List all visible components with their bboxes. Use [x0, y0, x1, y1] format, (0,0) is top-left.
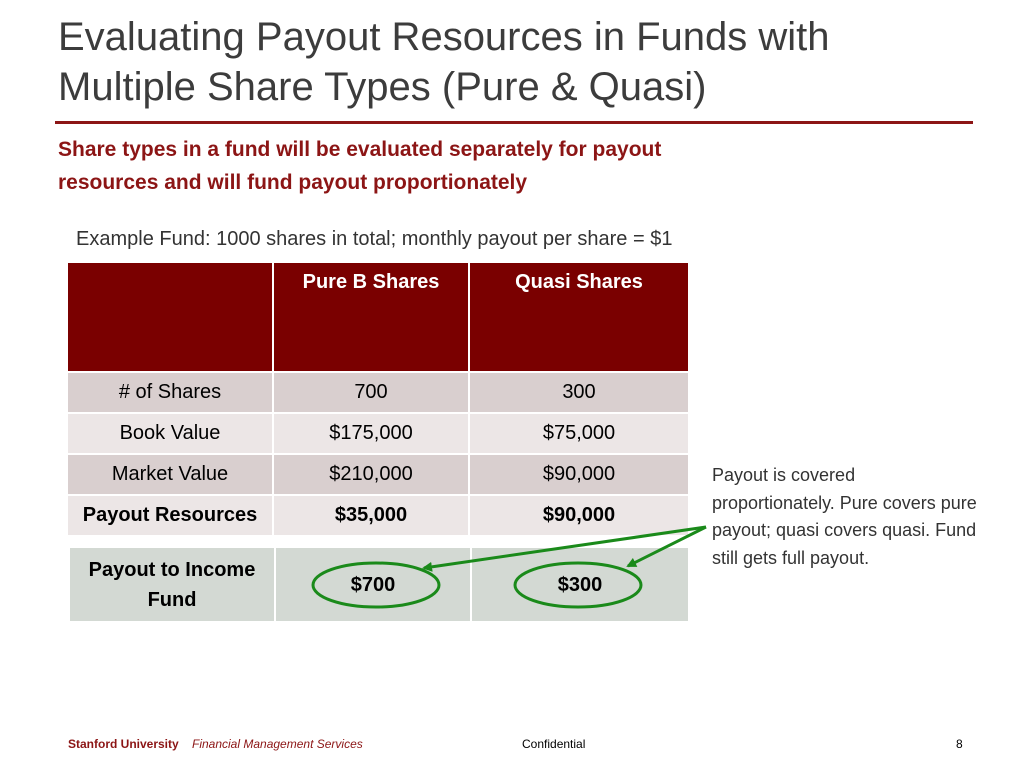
quasi-value: $75,000 — [468, 412, 690, 455]
payout-label: Payout to Income Fund — [68, 546, 276, 623]
table-row: # of Shares 700 300 — [66, 371, 690, 414]
pure-value: $210,000 — [272, 453, 470, 496]
page-number: 8 — [956, 737, 963, 751]
table-header-pure: Pure B Shares — [272, 261, 470, 373]
pure-payout-highlight-circle — [311, 561, 441, 609]
quasi-value: $90,000 — [468, 453, 690, 496]
table-header-quasi: Quasi Shares — [468, 261, 690, 373]
title-divider — [55, 121, 973, 124]
payout-quasi-value: $300 — [470, 546, 690, 623]
example-description: Example Fund: 1000 shares in total; mont… — [76, 228, 673, 250]
table-row: Market Value $210,000 $90,000 — [66, 453, 690, 496]
footer-department: Financial Management Services — [192, 737, 363, 751]
payout-table: Payout to Income Fund $700 $300 — [68, 546, 690, 623]
callout-arrow-to-pure — [422, 525, 707, 572]
pure-value: $175,000 — [272, 412, 470, 455]
quasi-payout-highlight-circle — [513, 561, 643, 609]
table-header-row: Pure B Shares Quasi Shares — [66, 261, 690, 373]
quasi-value: $90,000 — [468, 494, 690, 537]
quasi-value: 300 — [468, 371, 690, 414]
table-row: Payout to Income Fund $700 $300 — [68, 546, 690, 623]
callout-arrow-to-quasi — [626, 525, 707, 568]
slide-title: Evaluating Payout Resources in Funds wit… — [58, 15, 830, 109]
pure-value: 700 — [272, 371, 470, 414]
row-label: # of Shares — [66, 371, 274, 414]
slide-subtitle: Share types in a fund will be evaluated … — [58, 138, 662, 194]
callout-note: Payout is covered proportionately. Pure … — [712, 465, 977, 568]
footer-confidential: Confidential — [522, 737, 586, 751]
table-header-blank — [66, 261, 274, 373]
row-label: Payout Resources — [66, 494, 274, 537]
table-row: Book Value $175,000 $75,000 — [66, 412, 690, 455]
footer-organization: Stanford University — [68, 737, 179, 751]
pure-value: $35,000 — [272, 494, 470, 537]
row-label: Book Value — [66, 412, 274, 455]
share-comparison-table: Pure B Shares Quasi Shares # of Shares 7… — [66, 261, 690, 537]
row-label: Market Value — [66, 453, 274, 496]
table-row: Payout Resources $35,000 $90,000 — [66, 494, 690, 537]
